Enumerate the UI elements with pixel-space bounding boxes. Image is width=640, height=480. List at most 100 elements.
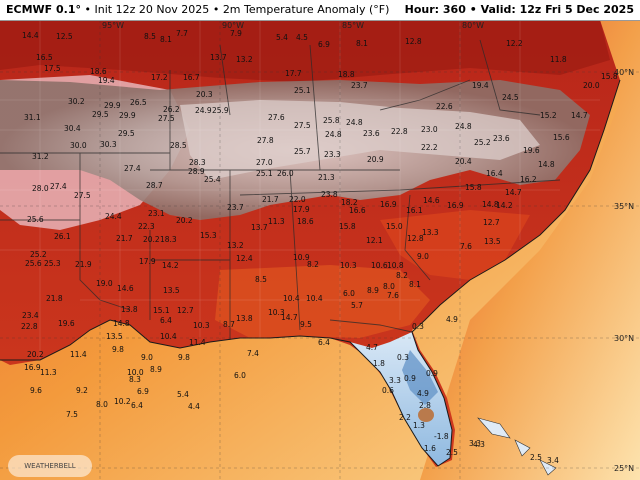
anomaly-value: 7.7: [176, 29, 188, 38]
anomaly-value: 8.9: [150, 365, 162, 374]
anomaly-value: 15.8: [339, 222, 356, 231]
anomaly-value: 19.6: [58, 319, 75, 328]
anomaly-value: 8.3: [129, 375, 141, 384]
anomaly-value: 22.8: [391, 127, 408, 136]
anomaly-value: 19.6: [523, 146, 540, 155]
anomaly-value: 7.6: [387, 291, 399, 300]
anomaly-value: 14.6: [423, 196, 440, 205]
anomaly-value: 4.5: [296, 33, 308, 42]
anomaly-map: 95°W 90°W 85°W 80°W 40°N 35°N 30°N 25°N …: [0, 20, 640, 480]
anomaly-value: 8.9: [367, 286, 379, 295]
anomaly-value: 4.7: [366, 343, 378, 352]
state-borders: [0, 39, 561, 340]
anomaly-value: 8.0: [383, 282, 395, 291]
anomaly-value: 10.3: [340, 261, 357, 270]
anomaly-value: 17.2: [151, 73, 168, 82]
anomaly-value: 27.5: [74, 191, 91, 200]
carolinas-orange: [380, 210, 530, 280]
anomaly-value: 25.9: [212, 106, 229, 115]
anomaly-value: -1.8: [434, 432, 449, 441]
anomaly-value: 16.6: [349, 206, 366, 215]
anomaly-value: 11.3: [40, 368, 57, 377]
anomaly-value: 1.8: [373, 359, 385, 368]
anomaly-value: 26.5: [130, 98, 147, 107]
anomaly-value: 22.2: [421, 143, 438, 152]
anomaly-value: 15.8: [465, 183, 482, 192]
anomaly-value: 25.6: [27, 215, 44, 224]
product-name: 2m Temperature Anomaly (°F): [222, 3, 390, 16]
anomaly-value: 25.1: [294, 86, 311, 95]
anomaly-value: 30.4: [64, 124, 81, 133]
anomaly-value: 10.4: [160, 332, 177, 341]
anomaly-value: 6.4: [131, 401, 143, 410]
anomaly-value: 0.9: [404, 374, 416, 383]
anomaly-value: 10.3: [193, 321, 210, 330]
anomaly-value: 13.5: [163, 286, 180, 295]
anomaly-value: 20.2: [143, 235, 160, 244]
anomaly-value: 21.8: [46, 294, 63, 303]
anomaly-value: 25.2: [474, 138, 491, 147]
anomaly-value: 8.1: [160, 35, 172, 44]
anomaly-value: 13.5: [106, 332, 123, 341]
lat-label: 35°N: [614, 202, 634, 211]
coastline: [0, 79, 621, 467]
anomaly-value: 6.9: [318, 40, 330, 49]
anomaly-value: 27.0: [256, 158, 273, 167]
anomaly-value: 25.6: [25, 259, 42, 268]
anomaly-value: 28.5: [170, 141, 187, 150]
florida-cold-pocket: [402, 350, 438, 405]
anomaly-value: 0.3: [397, 353, 409, 362]
anomaly-value: 24.8: [455, 122, 472, 131]
anomaly-value: 23.8: [321, 190, 338, 199]
anomaly-value: 15.1: [153, 306, 170, 315]
lon-label: 80°W: [462, 21, 484, 30]
anomaly-value: 14.7: [281, 313, 298, 322]
anomaly-value: 21.7: [262, 195, 279, 204]
anomaly-value: 10.2: [114, 397, 131, 406]
anomaly-value: 6.0: [234, 371, 246, 380]
anomaly-value: 14.8: [113, 319, 130, 328]
anomaly-value: 21.9: [75, 260, 92, 269]
anomaly-value: 18.2: [341, 198, 358, 207]
anomaly-value: 17.9: [139, 257, 156, 266]
anomaly-value: 22.6: [436, 102, 453, 111]
anomaly-value: 15.8: [601, 72, 618, 81]
anomaly-value: 29.9: [104, 101, 121, 110]
anomaly-value: 15.0: [386, 222, 403, 231]
anomaly-value: 18.3: [160, 235, 177, 244]
anomaly-value: 20.2: [27, 350, 44, 359]
init-time: Init 12z 20 Nov 2025: [94, 3, 210, 16]
anomaly-value: 10.9: [293, 253, 310, 262]
county-lines: [0, 20, 600, 360]
anomaly-value: 27.4: [50, 182, 67, 191]
anomaly-value: 25.4: [204, 175, 221, 184]
anomaly-value: 23.7: [351, 81, 368, 90]
anomaly-value: 16.1: [406, 206, 423, 215]
anomaly-value: 24.8: [325, 130, 342, 139]
anomaly-value: 0.9: [426, 369, 438, 378]
header-left: ECMWF 0.1° • Init 12z 20 Nov 2025 • 2m T…: [6, 0, 389, 20]
model-name: ECMWF 0.1°: [6, 3, 81, 16]
anomaly-value: 28.3: [189, 158, 206, 167]
anomaly-value: 27.8: [257, 136, 274, 145]
lat-label: 25°N: [614, 464, 634, 473]
anomaly-value: 6.4: [160, 316, 172, 325]
anomaly-value: 6.9: [137, 387, 149, 396]
anomaly-value: 21.7: [116, 234, 133, 243]
anomaly-value: 3.3: [389, 376, 401, 385]
anomaly-value: 16.7: [183, 73, 200, 82]
anomaly-value: 8.7: [223, 320, 235, 329]
anomaly-value: 22.0: [289, 195, 306, 204]
anomaly-value: 12.1: [366, 236, 383, 245]
anomaly-value: 22.3: [138, 222, 155, 231]
anomaly-value: 20.2: [176, 216, 193, 225]
anomaly-value: 3.4: [547, 456, 559, 465]
atlantic-ocean: [420, 20, 640, 480]
anomaly-value: 2.2: [399, 413, 411, 422]
anomaly-value: 14.8: [482, 200, 499, 209]
anomaly-value: 9.8: [178, 353, 190, 362]
anomaly-value: 5.4: [276, 33, 288, 42]
anomaly-value: 12.4: [236, 254, 253, 263]
anomaly-value: 18.6: [90, 67, 107, 76]
